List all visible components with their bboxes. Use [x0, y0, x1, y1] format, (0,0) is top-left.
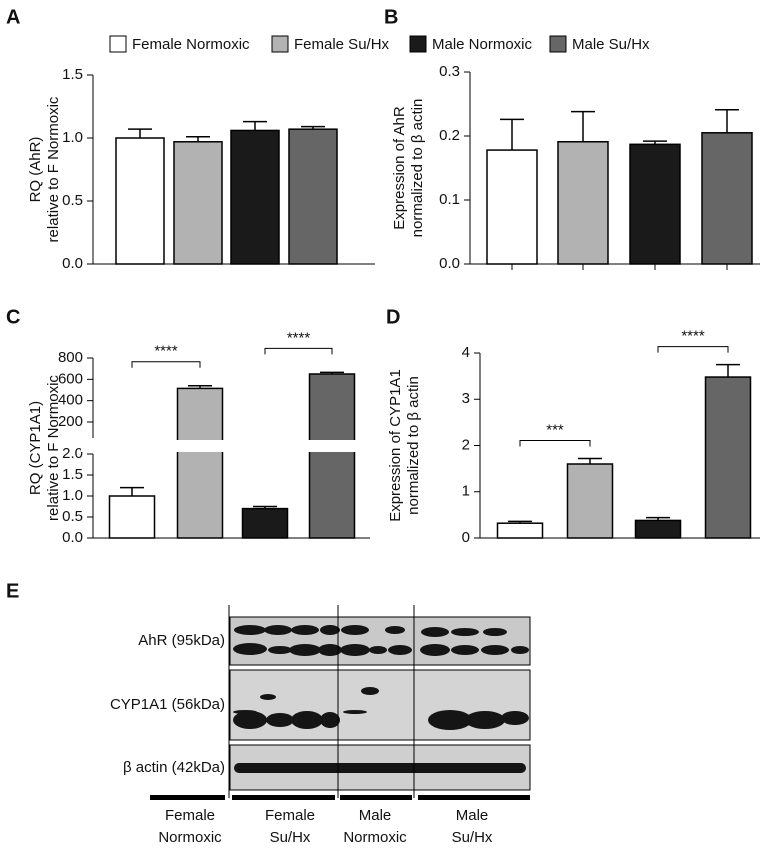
panel-label: B [384, 6, 398, 28]
y-tick-label: 0 [462, 529, 470, 546]
y-tick-label: 0.0 [62, 255, 83, 272]
significance-label: **** [154, 343, 178, 360]
bar [704, 376, 752, 539]
y-axis-label: RQ (AhR) [27, 137, 44, 203]
y-tick-label: 0.0 [439, 255, 460, 272]
y-axis-label: Expression of CYP1A1 [387, 369, 404, 522]
bar [308, 373, 356, 539]
bar [701, 132, 753, 265]
blot-group-label: Normoxic [343, 829, 407, 846]
bar [634, 519, 682, 539]
significance-label: **** [681, 328, 705, 345]
y-tick-label: 0.5 [62, 508, 83, 525]
bar [557, 141, 609, 265]
y-tick-label: 1.0 [62, 487, 83, 504]
bar [176, 387, 224, 539]
panel-label: E [6, 580, 19, 602]
y-tick-label: 3 [462, 390, 470, 407]
significance-bracket [131, 361, 201, 368]
y-tick-label: 0.2 [439, 127, 460, 144]
legend-swatch [409, 35, 427, 53]
significance-bracket [519, 439, 591, 447]
panel-label: D [386, 306, 400, 328]
y-tick-label: 1.0 [62, 129, 83, 146]
y-axis-label: relative to F Normoxic [45, 96, 62, 242]
y-axis-label: RQ (CYP1A1) [27, 401, 44, 495]
panel-label: A [6, 6, 20, 28]
y-axis-label: Expression of AhR [391, 106, 408, 230]
blot-group-label: Normoxic [158, 829, 222, 846]
significance-bracket [264, 347, 333, 355]
blot-group-label: Male [359, 807, 392, 824]
y-axis-label: normalized to β actin [405, 376, 422, 515]
bar [288, 128, 338, 265]
y-tick-label: 2.0 [62, 445, 83, 462]
blot-row-label: AhR (95kDa) [138, 632, 225, 649]
axis-break [81, 440, 370, 452]
blot-group-label: Female [165, 807, 215, 824]
blot [150, 605, 531, 800]
y-tick-label: 400 [58, 392, 83, 409]
legend-label: Female Normoxic [132, 36, 250, 53]
y-tick-label: 1.5 [62, 66, 83, 83]
legend-swatch [271, 35, 289, 53]
blot-group-label: Male [456, 807, 489, 824]
y-tick-label: 1.5 [62, 466, 83, 483]
y-tick-label: 0.1 [439, 191, 460, 208]
blot-row-label: CYP1A1 (56kDa) [110, 696, 225, 713]
legend-label: Male Normoxic [432, 36, 533, 53]
bar [108, 495, 156, 539]
bar [241, 507, 289, 539]
bar [230, 129, 280, 265]
y-tick-label: 0.5 [62, 192, 83, 209]
bar [115, 137, 165, 265]
legend-label: Male Su/Hx [572, 36, 650, 53]
y-tick-label: 0.0 [62, 529, 83, 546]
blot-group-label: Su/Hx [270, 829, 311, 846]
bar [629, 143, 681, 265]
legend-swatch [549, 35, 567, 53]
y-tick-label: 2 [462, 436, 470, 453]
bar [486, 149, 538, 265]
bar [566, 463, 614, 539]
y-tick-label: 0.3 [439, 63, 460, 80]
y-tick-label: 1 [462, 483, 470, 500]
y-tick-label: 600 [58, 370, 83, 387]
significance-label: *** [546, 421, 564, 438]
legend-swatch [109, 35, 127, 53]
panel-label: C [6, 306, 20, 328]
y-axis-label: relative to F Normoxic [45, 375, 62, 521]
significance-bracket [657, 346, 729, 353]
blot-group-label: Su/Hx [452, 829, 493, 846]
significance-label: **** [287, 329, 311, 346]
y-tick-label: 4 [462, 344, 470, 361]
blot-group-label: Female [265, 807, 315, 824]
blot-row-label: β actin (42kDa) [123, 759, 225, 776]
legend-label: Female Su/Hx [294, 36, 390, 53]
y-tick-label: 800 [58, 349, 83, 366]
y-tick-label: 200 [58, 413, 83, 430]
bar [496, 522, 544, 539]
bar [173, 141, 223, 265]
y-axis-label: normalized to β actin [409, 99, 426, 238]
